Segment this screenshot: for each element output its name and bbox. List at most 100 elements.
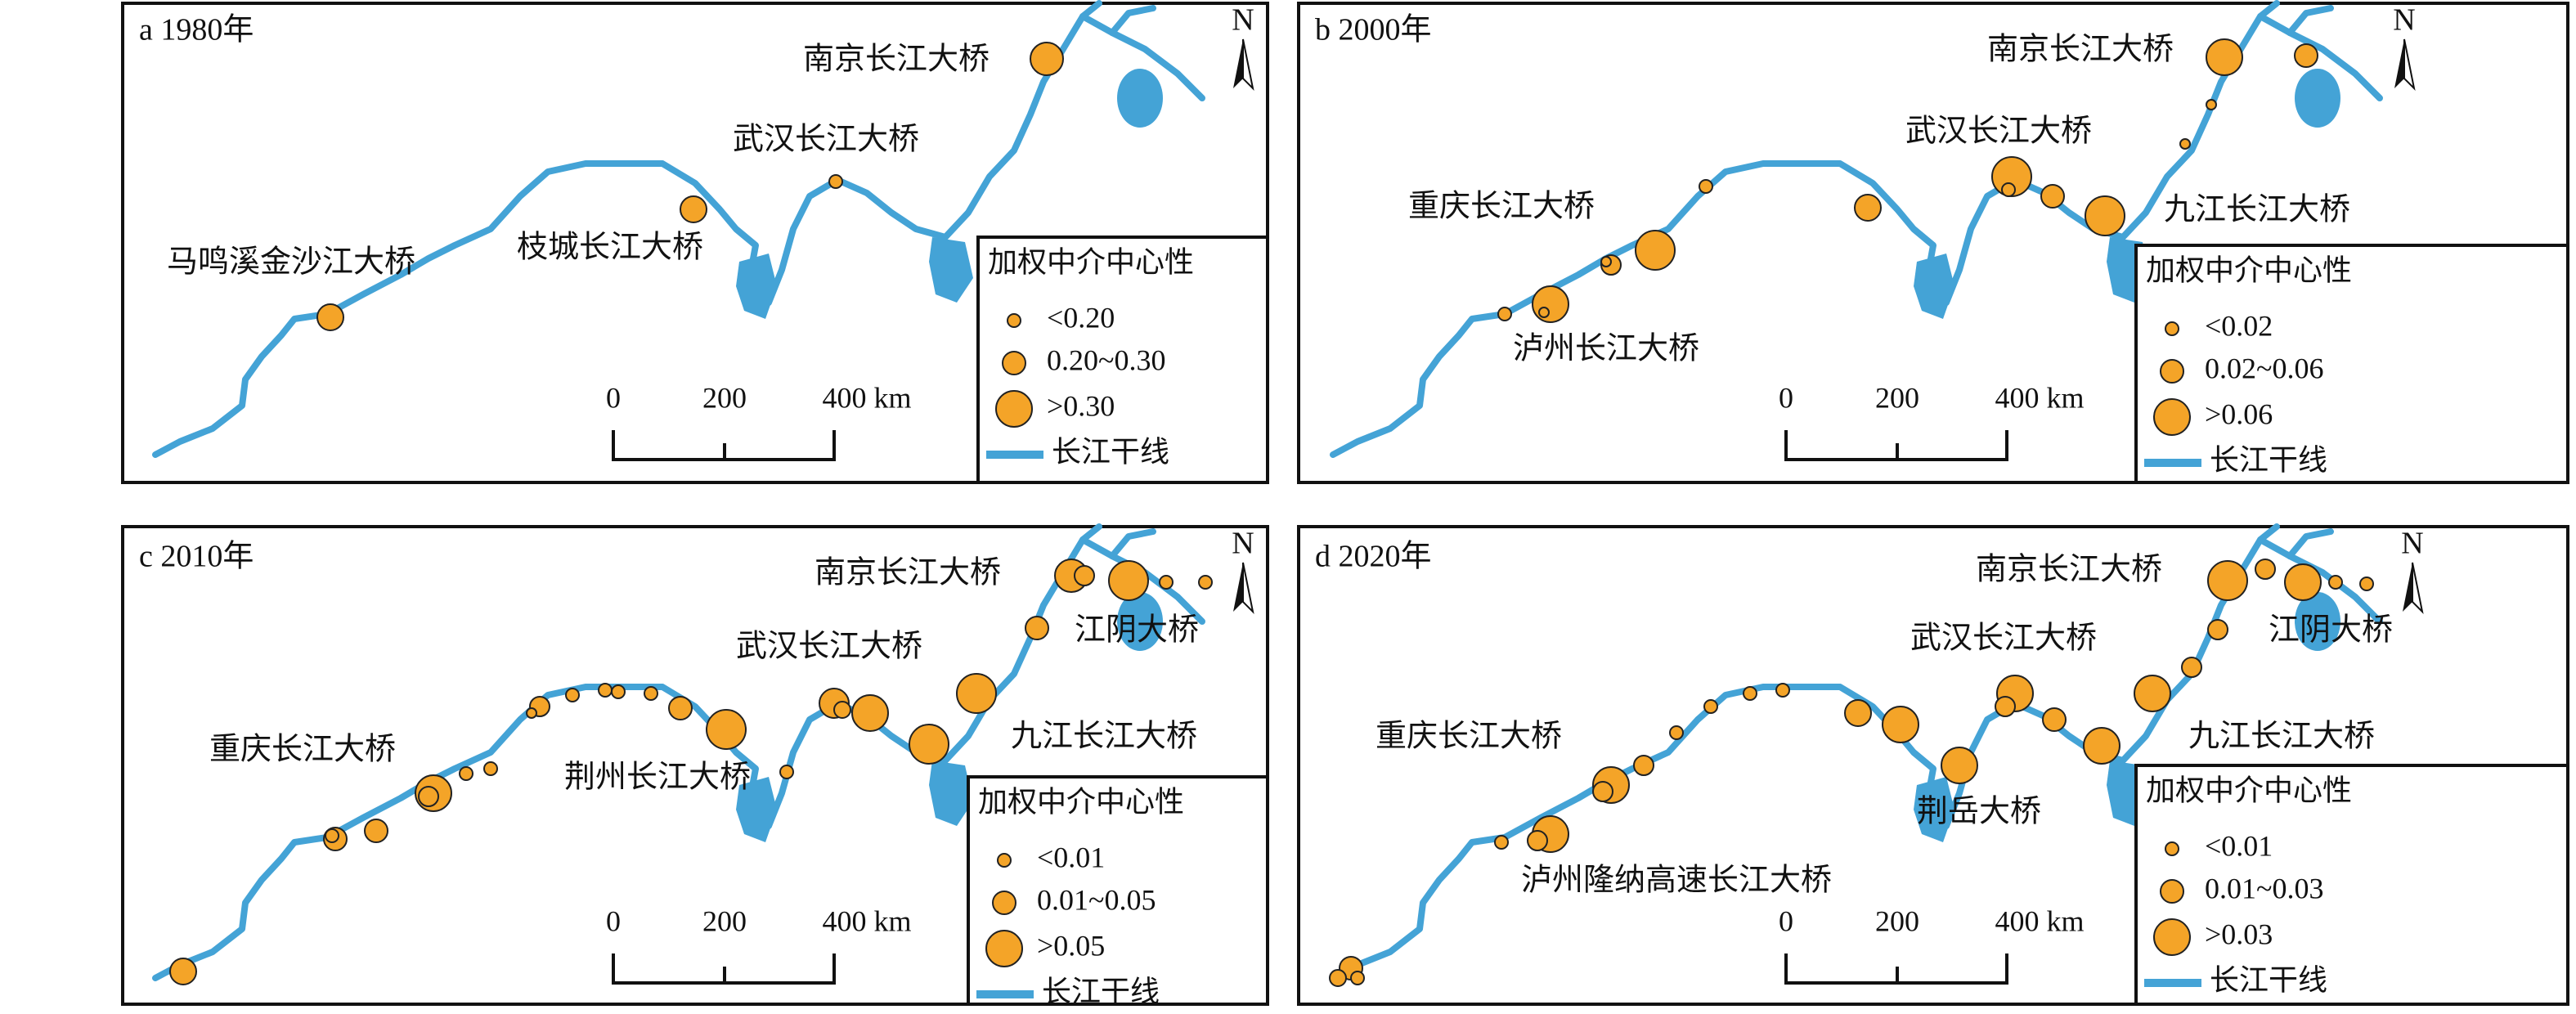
bridge-label: 荆州长江大桥	[564, 760, 751, 795]
legend-item: >0.30	[1047, 389, 1115, 422]
bridge-label: 泸州隆纳高速长江大桥	[1521, 864, 1832, 898]
legend-symbol	[2165, 841, 2179, 856]
legend-item: >0.03	[2205, 918, 2273, 950]
scale-label: 400 km	[1995, 381, 2084, 414]
legend-title: 加权中介中心性	[2146, 254, 2352, 286]
legend-symbol	[1007, 313, 1021, 328]
bridge-node	[2042, 707, 2067, 732]
bridge-node	[1669, 725, 1684, 740]
bridge-node	[2134, 675, 2171, 712]
bridge-node	[526, 707, 537, 719]
legend-title: 加权中介中心性	[978, 785, 1184, 818]
legend-symbol	[1002, 351, 1026, 375]
bridge-node	[1882, 706, 1919, 743]
legend-item: 长江干线	[2210, 963, 2327, 996]
north-arrow	[2394, 39, 2404, 88]
legend-symbol	[985, 930, 1023, 967]
bridge-node	[1633, 755, 1654, 776]
bridge-node	[459, 766, 473, 781]
bridge-node	[706, 709, 747, 750]
bridge-node	[1941, 747, 1978, 784]
bridge-node	[2359, 577, 2374, 591]
bridge-node	[1350, 971, 1365, 985]
bridge-node	[598, 683, 613, 698]
scale-label: 200	[1875, 904, 1919, 937]
bridge-label: 九江长江大桥	[2164, 193, 2350, 227]
bridge-label: 荆岳大桥	[1917, 795, 2041, 829]
bridge-node	[1527, 830, 1548, 851]
scale-label: 0	[606, 904, 621, 937]
bridge-label: 九江长江大桥	[2188, 720, 2375, 754]
bridge-node	[851, 694, 889, 732]
bridge-label: 南京长江大桥	[1976, 553, 2162, 587]
bridge-node	[1108, 560, 1149, 601]
bridge-node	[1699, 179, 1713, 194]
scale-label: 400 km	[822, 904, 911, 937]
bridge-node	[316, 303, 344, 331]
bridge-label: 武汉长江大桥	[1910, 621, 2097, 656]
bridge-node	[2040, 184, 2065, 209]
scale-bar	[612, 953, 836, 985]
north-arrow	[2403, 563, 2412, 612]
north-label: N	[1232, 3, 1254, 38]
bridge-label: 南京长江大桥	[1987, 33, 2174, 67]
bridge-node	[1854, 194, 1882, 222]
legend-item: 0.02~0.06	[2205, 352, 2323, 384]
legend-item: <0.02	[2205, 309, 2273, 342]
bridge-label: 九江长江大桥	[1011, 720, 1197, 754]
bridge-node	[2255, 559, 2276, 580]
bridge-node	[2207, 560, 2248, 601]
north-label: N	[2401, 527, 2423, 561]
bridge-node	[1538, 307, 1550, 318]
legend-item: <0.01	[2205, 829, 2273, 862]
bridge-node	[956, 673, 997, 714]
legend-symbol	[2153, 398, 2191, 436]
bridge-node	[2179, 138, 2191, 150]
bridge-node	[1159, 575, 1174, 590]
scale-label: 0	[1779, 381, 1793, 414]
legend-item: <0.01	[1037, 841, 1105, 873]
bridge-node	[668, 696, 693, 720]
legend-title: 加权中介中心性	[988, 245, 1194, 278]
bridge-label: 重庆长江大桥	[1376, 720, 1562, 754]
north-arrow	[1242, 38, 1254, 92]
bridge-node	[2284, 563, 2322, 601]
bridge-node	[611, 684, 626, 699]
legend-item: <0.20	[1047, 301, 1115, 334]
panel-label: c 2010年	[139, 540, 254, 574]
bridge-node	[1030, 42, 1064, 76]
legend-symbol	[992, 891, 1016, 915]
legend-symbol	[995, 390, 1033, 428]
bridge-node	[1497, 307, 1512, 321]
legend-box	[2134, 244, 2569, 484]
bridge-node	[2328, 575, 2343, 590]
scale-label: 200	[702, 381, 747, 414]
bridge-node	[2085, 195, 2125, 236]
bridge-node	[1198, 575, 1213, 590]
bridge-node	[1329, 969, 1347, 987]
legend-symbol	[997, 853, 1012, 868]
scale-bar	[1784, 953, 2008, 985]
legend-symbol	[2160, 359, 2184, 384]
legend-item: >0.06	[2205, 397, 2273, 430]
scale-label: 400 km	[822, 381, 911, 414]
legend-item: 0.01~0.03	[2205, 872, 2323, 904]
bridge-node	[1074, 565, 1095, 586]
bridge-node	[779, 765, 794, 779]
bridge-node	[833, 701, 851, 719]
bridge-node	[325, 828, 339, 843]
north-arrow	[1233, 563, 1243, 612]
legend-item: 长江干线	[1052, 435, 1169, 468]
bridge-label: 枝城长江大桥	[517, 231, 703, 265]
bridge-node	[1025, 616, 1049, 640]
panel-label: d 2020年	[1315, 540, 1432, 574]
bridge-node	[2207, 619, 2228, 640]
bridge-node	[2294, 43, 2318, 68]
bridge-node	[2181, 657, 2202, 678]
scale-bar	[1784, 430, 2008, 461]
bridge-node	[1743, 686, 1757, 701]
